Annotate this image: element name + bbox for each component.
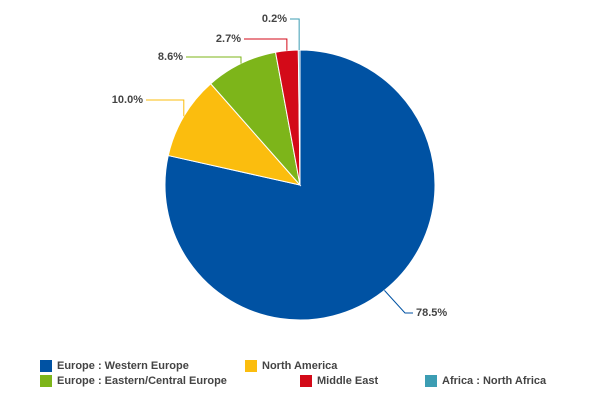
legend-swatch (245, 360, 257, 372)
leader-line (384, 290, 413, 314)
labels: 78.5% 10.0% 8.6% 2.7% 0.2% (112, 13, 448, 319)
legend-label: Europe : Western Europe (57, 360, 189, 372)
data-label: 78.5% (416, 307, 447, 319)
legend-label: Europe : Eastern/Central Europe (57, 375, 227, 387)
legend: Europe : Western Europe North America Euro… (40, 360, 547, 387)
data-label: 2.7% (216, 33, 241, 45)
legend-swatch (425, 375, 437, 387)
legend-swatch (40, 375, 52, 387)
data-label: 0.2% (262, 13, 287, 25)
leader-line (290, 18, 300, 51)
data-label: 10.0% (112, 94, 143, 106)
leader-line (146, 99, 185, 117)
legend-label: Middle East (317, 375, 378, 387)
leader-line (186, 56, 242, 64)
pie-slice (297, 49, 301, 186)
data-label: 8.6% (158, 51, 183, 63)
legend-swatch (300, 375, 312, 387)
pie (164, 49, 436, 321)
pie-slice (167, 83, 302, 186)
legend-label: North America (262, 360, 338, 372)
leader-line (244, 38, 288, 51)
legend-swatch (40, 360, 52, 372)
legend-label: Africa : North Africa (442, 375, 547, 387)
